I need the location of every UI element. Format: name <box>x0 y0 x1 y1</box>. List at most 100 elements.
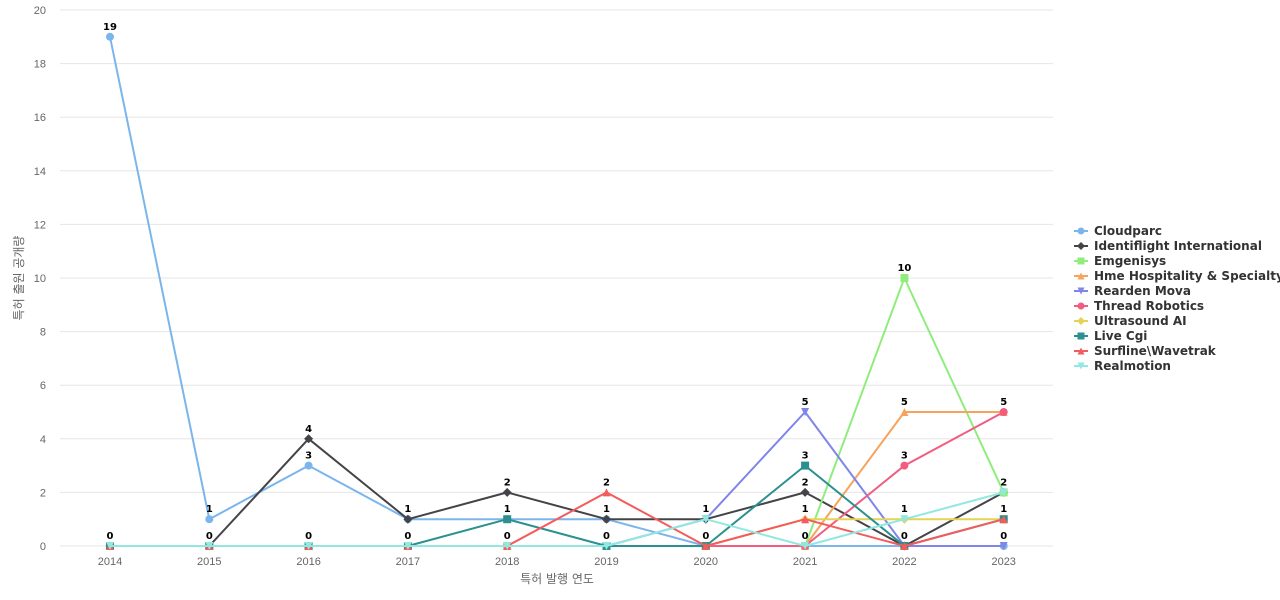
data-label: 2 <box>1000 477 1007 488</box>
x-axis-title: 특허 발행 연도 <box>520 571 594 586</box>
data-point <box>205 515 214 524</box>
legend-marker-icon <box>1077 332 1085 340</box>
data-label: 0 <box>504 531 511 542</box>
data-point <box>304 542 313 550</box>
series-group <box>106 32 1008 550</box>
series-line <box>110 411 1005 547</box>
data-point <box>701 542 710 550</box>
data-point <box>999 542 1008 550</box>
legend-item[interactable]: Identiflight International <box>1074 239 1262 253</box>
legend-label: Surfline\Wavetrak <box>1094 344 1217 358</box>
data-label: 0 <box>802 531 809 542</box>
series-group <box>106 274 1008 550</box>
data-label: 0 <box>702 531 709 542</box>
y-tick-label: 8 <box>40 327 46 339</box>
legend-marker-icon <box>1077 242 1085 250</box>
data-label: 1 <box>603 504 610 515</box>
data-point <box>701 515 710 524</box>
legend-marker-icon <box>1077 347 1085 355</box>
x-axis-ticks: 2014 2015 2016 2017 2018 2019 2020 2021 2022 2023 <box>98 556 1016 568</box>
data-label: 0 <box>603 531 610 542</box>
data-label: 3 <box>901 451 908 462</box>
data-label: 0 <box>305 531 312 542</box>
data-label: 1 <box>504 504 511 515</box>
data-point <box>999 408 1008 416</box>
data-point <box>900 515 909 524</box>
data-label: 3 <box>305 451 312 462</box>
y-axis-ticks: 0 2 4 6 8 10 12 14 16 18 20 <box>34 5 46 553</box>
data-label: 0 <box>901 531 908 542</box>
x-tick-label: 2015 <box>197 556 221 568</box>
grid-lines <box>60 9 1053 547</box>
data-point <box>801 542 810 550</box>
data-point <box>502 487 512 497</box>
x-tick-label: 2017 <box>396 556 420 568</box>
y-tick-label: 16 <box>34 112 46 124</box>
y-tick-label: 6 <box>40 380 46 392</box>
legend-marker-icon <box>1077 317 1085 325</box>
data-point <box>106 32 114 41</box>
data-point <box>602 542 611 550</box>
y-tick-label: 18 <box>34 59 46 71</box>
data-point <box>602 514 611 524</box>
data-label: 5 <box>901 397 908 408</box>
legend-label: Identiflight International <box>1094 239 1262 253</box>
legend-label: Cloudparc <box>1094 224 1162 238</box>
x-tick-label: 2018 <box>495 556 519 568</box>
data-point <box>602 488 611 497</box>
data-label: 19 <box>103 22 117 33</box>
data-label: 0 <box>107 531 114 542</box>
legend-item[interactable]: Realmotion <box>1074 359 1171 373</box>
y-tick-label: 4 <box>40 434 46 446</box>
legend-label: Ultrasound AI <box>1094 314 1187 328</box>
data-point <box>900 542 909 550</box>
legend-item[interactable]: Live Cgi <box>1074 329 1147 343</box>
data-point <box>503 542 512 550</box>
data-label: 1 <box>901 504 908 515</box>
y-tick-label: 14 <box>34 166 46 178</box>
series-line <box>110 491 1004 547</box>
x-tick-label: 2016 <box>296 556 320 568</box>
data-label: 1 <box>802 504 809 515</box>
x-tick-label: 2021 <box>793 556 817 568</box>
data-point <box>304 434 314 444</box>
data-label: 1 <box>404 504 411 515</box>
data-label: 10 <box>897 263 911 274</box>
legend-label: Rearden Mova <box>1094 284 1191 298</box>
data-point <box>801 515 810 524</box>
legend-label: Emgenisys <box>1094 254 1166 268</box>
y-tick-label: 12 <box>34 219 46 231</box>
data-point <box>800 487 810 497</box>
legend-item[interactable]: Surfline\Wavetrak <box>1074 344 1217 358</box>
data-label: 0 <box>206 531 213 542</box>
legend-item[interactable]: Ultrasound AI <box>1074 314 1187 328</box>
data-point <box>999 515 1008 524</box>
data-label: 3 <box>802 451 809 462</box>
data-point <box>205 542 214 550</box>
series-line <box>109 36 1004 547</box>
legend-marker-icon <box>1077 272 1085 280</box>
data-point <box>403 514 413 524</box>
series-line <box>110 411 1004 547</box>
legend-item[interactable]: Thread Robotics <box>1074 299 1204 313</box>
legend-item[interactable]: Emgenisys <box>1074 254 1166 268</box>
data-point <box>801 461 810 470</box>
data-label: 4 <box>305 424 312 435</box>
legend-item[interactable]: Cloudparc <box>1074 224 1162 238</box>
data-point <box>900 408 909 416</box>
legend-label: Realmotion <box>1094 359 1171 373</box>
legend-label: Thread Robotics <box>1094 299 1204 313</box>
legend-item[interactable]: Rearden Mova <box>1074 284 1191 298</box>
data-label: 1 <box>1000 504 1007 515</box>
x-tick-label: 2020 <box>694 556 718 568</box>
legend-item[interactable]: Hme Hospitality & Specialty... <box>1074 269 1280 283</box>
y-axis-title: 특허 출원 공개량 <box>12 236 26 321</box>
y-tick-label: 20 <box>34 5 46 17</box>
legend-marker-icon <box>1077 362 1085 370</box>
data-label: 1 <box>206 504 213 515</box>
legend-marker-icon <box>1077 287 1085 295</box>
x-tick-label: 2019 <box>594 556 618 568</box>
data-label: 2 <box>802 477 809 488</box>
